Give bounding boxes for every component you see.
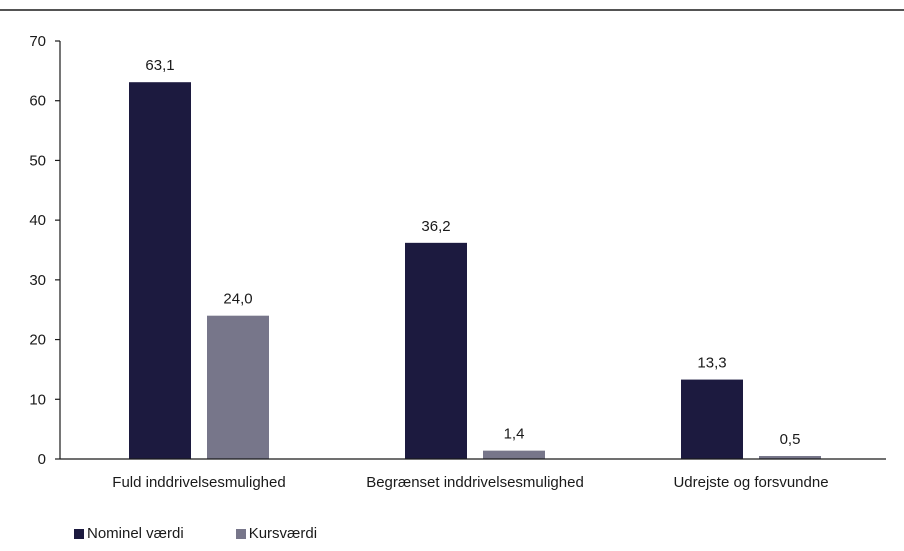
bars bbox=[129, 82, 821, 460]
data-label: 1,4 bbox=[504, 426, 525, 443]
legend-label-kurs: Kursværdi bbox=[248, 525, 318, 542]
data-label: 13,3 bbox=[697, 355, 726, 372]
y-tick-label: 40 bbox=[29, 212, 46, 229]
data-labels: 63,1 36,2 13,3 24,0 1,4 0,5 bbox=[145, 57, 800, 448]
legend-swatch-nominel bbox=[74, 528, 84, 539]
y-tick-label: 20 bbox=[29, 332, 46, 349]
y-tick-label: 70 bbox=[29, 33, 46, 50]
data-label: 36,2 bbox=[421, 218, 450, 235]
bar bbox=[759, 456, 821, 459]
y-tick-label: 30 bbox=[29, 272, 46, 289]
legend-swatch-kurs bbox=[235, 528, 246, 539]
bar bbox=[207, 315, 269, 459]
y-tick-label: 50 bbox=[29, 152, 46, 169]
data-label: 63,1 bbox=[145, 57, 174, 74]
bar bbox=[405, 242, 467, 459]
x-category-label: Begrænset inddrivelsesmulighed bbox=[366, 474, 584, 491]
legend: Nominel værdi Kursværdi bbox=[74, 525, 317, 542]
bar bbox=[681, 379, 743, 459]
x-category-label: Fuld inddrivelsesmulighed bbox=[112, 474, 285, 491]
x-axis: Fuld inddrivelsesmulighed Begrænset inddr… bbox=[60, 458, 886, 491]
data-label: 24,0 bbox=[223, 291, 252, 308]
bar bbox=[129, 82, 191, 460]
y-tick-label: 60 bbox=[29, 93, 46, 110]
data-label: 0,5 bbox=[780, 431, 801, 448]
y-tick-label: 0 bbox=[38, 451, 46, 468]
legend-item-kurs: Kursværdi bbox=[235, 525, 318, 542]
legend-label-nominel: Nominel værdi bbox=[87, 525, 184, 542]
bar bbox=[483, 450, 545, 459]
x-category-label: Udrejste og forsvundne bbox=[673, 474, 828, 491]
y-tick-label: 10 bbox=[29, 391, 46, 408]
legend-item-nominel: Nominel værdi bbox=[74, 525, 184, 542]
y-axis: 0 10 20 30 40 50 60 70 bbox=[29, 33, 61, 468]
